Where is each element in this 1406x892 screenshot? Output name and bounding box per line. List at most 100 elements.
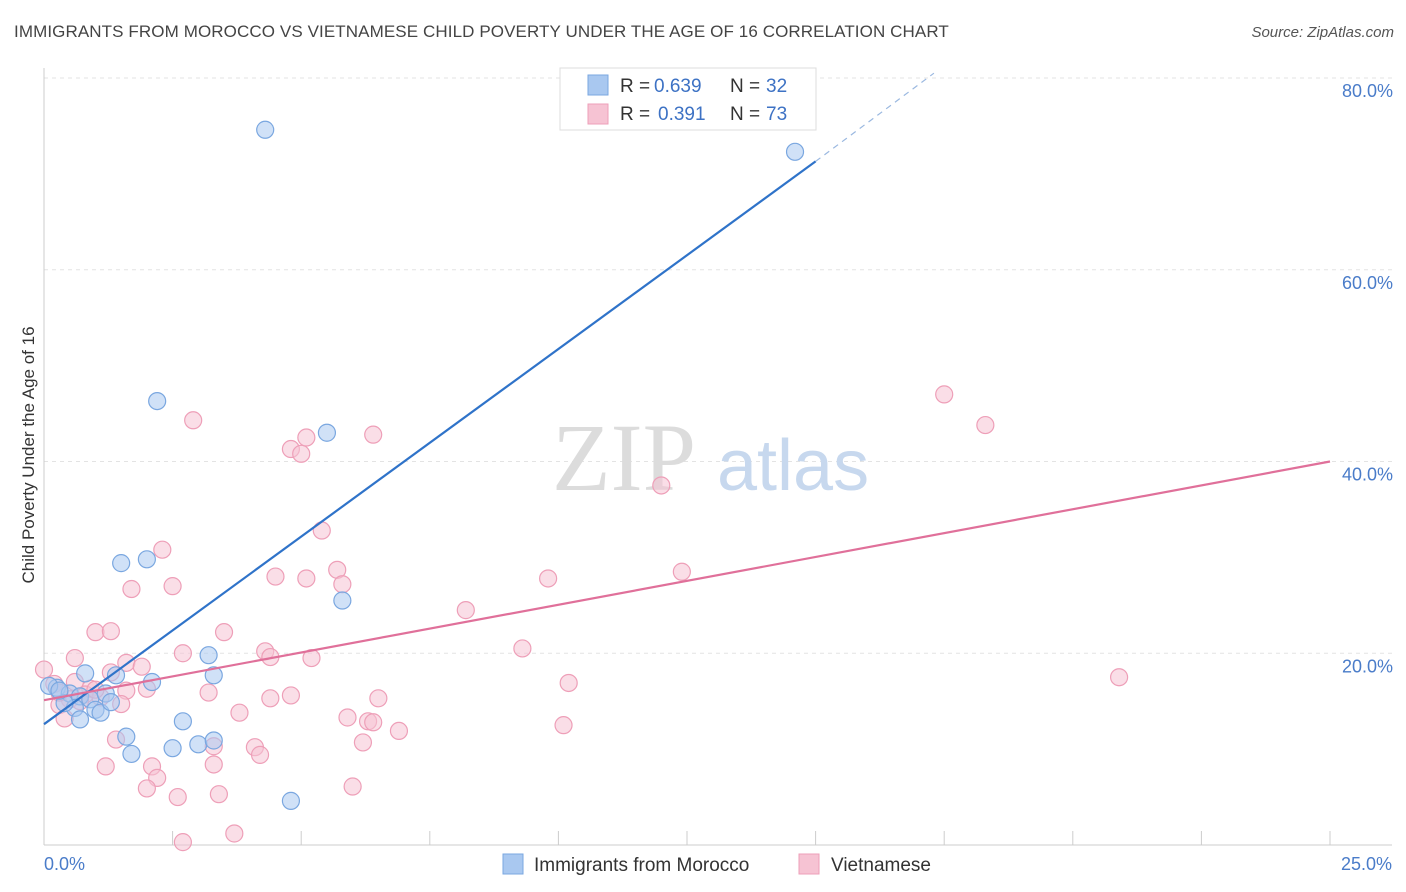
watermark-zip: ZIP [552,404,696,511]
morocco-point-6 [333,591,352,610]
morocco-point-5 [112,554,131,573]
vietnamese-point-1 [976,415,995,435]
y-tick-label-80: 80.0% [1342,81,1393,101]
morocco-point-27 [163,739,182,758]
grid-lines [44,77,1392,654]
vietnamese-point-63 [137,779,156,798]
bottom-legend-swatch-morocco [502,853,524,875]
x-tick-labels: 0.0% 25.0% [44,854,1392,874]
legend-r-label-2: R = [620,104,650,125]
legend-n-value-2: 73 [766,104,787,125]
vietnamese-point-13 [297,569,316,588]
series-legend: Immigrants from Morocco Vietnamese [502,853,931,876]
legend-n-label-1: N = [730,76,760,97]
vietnamese-point-41 [261,689,280,708]
axes [43,68,1392,846]
vietnamese-point-19 [86,623,105,642]
vietnamese-point-12 [266,567,285,586]
morocco-point-0 [256,120,275,139]
morocco-point-26 [204,731,223,750]
vietnamese-point-23 [173,644,192,663]
vietnamese-point-64 [168,787,187,807]
vietnamese-point-6 [297,428,316,447]
y-tick-label-40: 40.0% [1342,465,1393,485]
watermark: ZIP atlas [552,404,869,511]
y-tick-labels: 20.0% 40.0% 60.0% 80.0% [1342,81,1393,676]
watermark-atlas: atlas [717,426,869,506]
vietnamese-point-5 [292,444,311,463]
vietnamese-point-22 [513,639,532,658]
bottom-legend-label-morocco: Immigrants from Morocco [534,855,749,876]
morocco-point-22 [173,712,192,731]
vietnamese-point-65 [209,785,228,804]
legend-n-value-1: 32 [766,76,787,97]
vietnamese-point-29 [132,657,151,676]
morocco-point-28 [281,791,301,810]
morocco-point-24 [122,744,141,764]
vietnamese-point-67 [173,833,192,852]
bottom-legend-label-vietnamese: Vietnamese [831,855,931,876]
morocco-trend-extension [815,72,935,162]
morocco-trend-line [43,160,817,726]
vietnamese-point-11 [539,569,558,588]
bottom-legend-swatch-vietnamese [798,853,820,875]
morocco-point-25 [189,735,208,754]
vietnamese-point-27 [65,648,84,668]
vietnamese-point-7 [652,476,671,495]
vietnamese-point-17 [122,579,141,599]
vietnamese-point-0 [935,385,954,404]
vietnamese-point-16 [163,577,182,596]
morocco-point-21 [70,710,90,729]
vietnamese-point-15 [333,575,352,594]
chart-source: Source: ZipAtlas.com [1251,24,1394,41]
y-tick-label-60: 60.0% [1342,273,1393,293]
morocco-point-2 [148,391,167,411]
vietnamese-point-57 [353,733,373,752]
morocco-point-8 [106,666,126,685]
legend-n-label-2: N = [730,104,760,125]
vietnamese-point-3 [364,425,383,444]
vietnamese-point-51 [389,721,409,741]
vietnamese-point-9 [153,540,172,559]
morocco-point-3 [317,423,337,442]
morocco-point-30 [50,681,69,700]
correlation-legend: R = 0.639 N = 32 R = 0.391 N = 73 [559,67,817,131]
legend-swatch-morocco [587,74,609,96]
y-tick-label-20: 20.0% [1342,656,1393,676]
vietnamese-trend-line [43,460,1331,702]
vietnamese-point-47 [230,703,249,722]
vietnamese-point-32 [1109,668,1129,687]
vietnamese-point-50 [364,713,383,732]
vietnamese-point-43 [369,689,388,708]
vietnamese-point-62 [343,777,362,796]
x-tick-label-min: 0.0% [44,854,85,874]
morocco-point-10 [199,646,218,665]
vietnamese-point-52 [554,716,573,735]
vietnamese-point-42 [281,686,301,705]
vietnamese-point-31 [34,660,54,679]
vietnamese-point-58 [96,757,115,776]
morocco-points [40,120,805,810]
legend-r-value-1: 0.639 [654,76,702,97]
vietnamese-point-21 [214,623,234,642]
legend-swatch-vietnamese [587,103,609,125]
vietnamese-point-20 [101,622,120,641]
y-axis-label: Child Poverty Under the Age of 16 [19,326,38,583]
morocco-point-11 [204,666,223,685]
vietnamese-point-2 [184,411,203,430]
x-tick-label-max: 25.0% [1341,854,1392,874]
vietnamese-point-10 [672,562,691,581]
legend-r-value-2: 0.391 [658,104,706,125]
morocco-point-23 [117,727,136,746]
trend-lines [43,72,1331,726]
chart-title: IMMIGRANTS FROM MOROCCO VS VIETNAMESE CH… [14,22,949,41]
vietnamese-point-48 [338,708,357,727]
vietnamese-point-18 [456,601,475,620]
vietnamese-point-60 [204,755,223,774]
morocco-point-1 [785,142,805,161]
morocco-point-4 [137,550,156,569]
vietnamese-point-33 [559,673,578,693]
vietnamese-point-34 [199,683,218,702]
morocco-point-31 [101,693,120,712]
